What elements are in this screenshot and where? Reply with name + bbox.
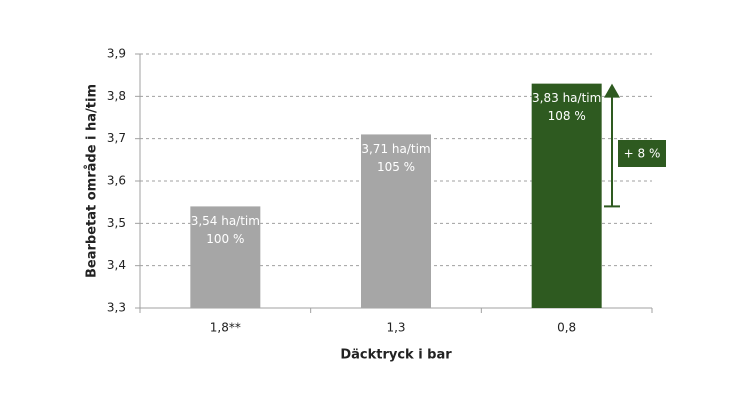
x-tick-label: 1,3 — [386, 321, 405, 335]
value-label: 3,83 ha/tim — [532, 91, 601, 105]
value-label: 3,71 ha/tim — [361, 142, 430, 156]
bar — [531, 83, 602, 308]
y-axis-title: Bearbetat område i ha/tim — [85, 84, 100, 278]
bar — [190, 206, 261, 308]
relative-label: 100 % — [206, 232, 244, 246]
value-label: 3,54 ha/tim — [191, 214, 260, 228]
y-tick-label: 3,9 — [107, 47, 126, 61]
arrow-head — [604, 83, 620, 98]
bar — [361, 134, 431, 308]
annotation-box — [618, 140, 666, 167]
y-tick-label: 3,5 — [107, 216, 126, 230]
y-tick-label: 3,6 — [107, 174, 126, 188]
annotation: + 8 % — [624, 147, 661, 161]
relative-label: 105 % — [377, 160, 415, 174]
y-tick-label: 3,4 — [107, 258, 126, 272]
x-tick-label: 1,8** — [210, 321, 241, 335]
y-tick-label: 3,7 — [107, 131, 126, 145]
y-tick-label: 3,3 — [107, 301, 126, 315]
relative-label: 108 % — [548, 109, 586, 123]
x-axis-title: Däcktryck i bar — [340, 348, 452, 363]
x-tick-label: 0,8 — [557, 321, 576, 335]
y-tick-label: 3,8 — [107, 89, 126, 103]
